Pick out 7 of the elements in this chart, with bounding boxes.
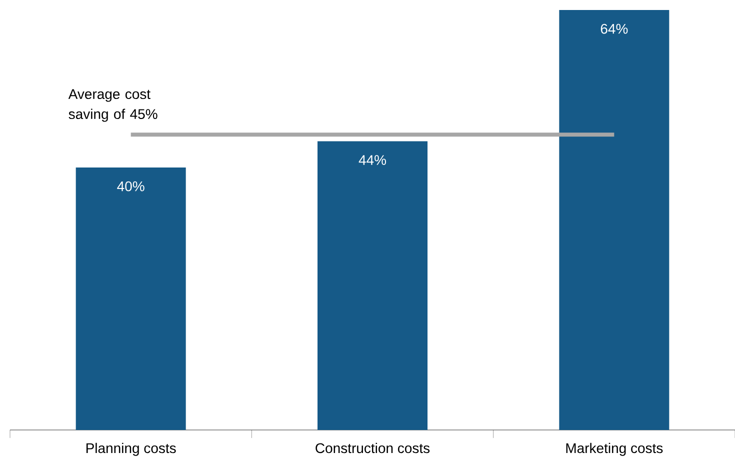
data-label: 40% [117,181,144,192]
ref-line-label: Average cost saving of 45% [68,89,158,122]
data-label: 64% [600,24,628,34]
x-tick-label: Planning costs [86,442,176,456]
x-tick-label: Construction costs [316,442,430,454]
data-label: 44% [358,155,386,165]
x-tick-label: Marketing costs [566,442,663,456]
